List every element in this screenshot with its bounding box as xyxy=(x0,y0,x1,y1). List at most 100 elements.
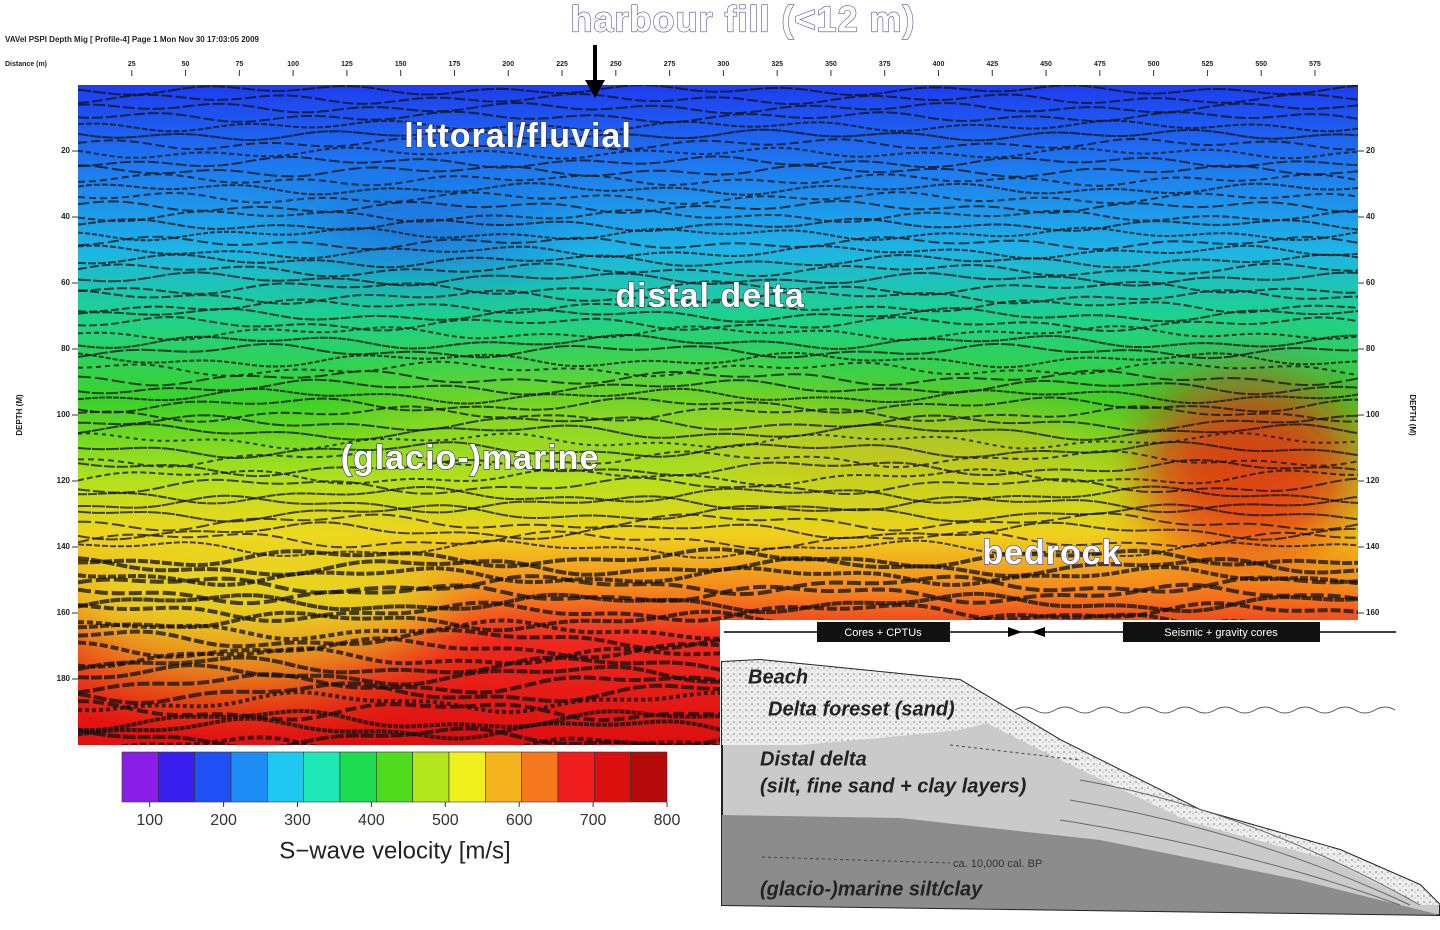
distance-tick-label: 275 xyxy=(664,61,676,68)
distance-tick-label: 425 xyxy=(986,61,998,68)
marine-schematic-label: (glacio-)marine silt/clay xyxy=(760,878,983,900)
marine-label: (glacio-)marine xyxy=(341,439,600,477)
depth-tick-label: 160 xyxy=(57,608,71,617)
reflector xyxy=(78,235,1358,251)
colorbar-tick-label: 700 xyxy=(580,812,607,829)
reflector xyxy=(78,155,1358,169)
reflector xyxy=(78,217,1358,233)
beach-label: Beach xyxy=(748,666,808,688)
reflector xyxy=(78,547,1358,569)
reflector xyxy=(78,119,1358,133)
depth-label-right: DEPTH (M) xyxy=(1408,394,1417,436)
reflector xyxy=(78,173,1358,187)
depth-tick-label: 120 xyxy=(1366,476,1380,485)
distance-tick-label: 375 xyxy=(879,61,891,68)
distance-tick-label: 150 xyxy=(395,61,407,68)
reflector xyxy=(78,253,1358,269)
reflector xyxy=(78,414,1358,432)
depth-tick-label: 140 xyxy=(57,542,71,551)
distance-tick-label: 575 xyxy=(1309,61,1321,68)
reflector xyxy=(78,342,1358,360)
depth-tick-label: 180 xyxy=(57,674,71,683)
colorbar-bin xyxy=(158,751,195,803)
distance-tick-label: 475 xyxy=(1094,61,1106,68)
reflector xyxy=(78,476,1358,496)
depth-tick-label: 100 xyxy=(57,410,71,419)
seismic-section xyxy=(78,85,1358,745)
depth-label-left: DEPTH (M) xyxy=(15,394,24,436)
reflector xyxy=(78,137,1358,151)
depth-tick-label: 80 xyxy=(61,344,70,353)
reflector xyxy=(78,182,1358,196)
depth-tick-label: 60 xyxy=(61,278,70,287)
reflector xyxy=(78,450,1358,469)
colorbar-tick-label: 600 xyxy=(506,812,533,829)
reflector xyxy=(78,110,1358,124)
colorbar-bin xyxy=(630,751,668,803)
depth-tick-label: 140 xyxy=(1366,542,1380,551)
reflector xyxy=(78,85,1358,97)
harbour-fill-label: harbour fill (<12 m) xyxy=(570,0,915,40)
distance-tick-label: 200 xyxy=(502,61,514,68)
reflector xyxy=(78,244,1358,260)
colorbar-tick-label: 800 xyxy=(654,812,681,829)
colorbar-bin xyxy=(448,751,486,803)
depth-tick-label: 40 xyxy=(61,212,70,221)
distance-tick-label: 550 xyxy=(1255,61,1267,68)
colorbar-bin xyxy=(194,751,232,803)
reflector xyxy=(78,582,1358,606)
reflector xyxy=(78,280,1358,296)
reflector xyxy=(78,271,1358,287)
distance-tick-label: 400 xyxy=(933,61,945,68)
reflector xyxy=(78,539,1358,559)
distance-tick-label: 500 xyxy=(1148,61,1160,68)
depth-tick-label: 60 xyxy=(1366,278,1375,287)
reflector xyxy=(78,289,1358,305)
reflector xyxy=(78,360,1358,378)
reflector xyxy=(78,146,1358,160)
reflector xyxy=(78,396,1358,414)
distance-tick-label: 100 xyxy=(287,61,299,68)
bedrock-label: bedrock xyxy=(982,534,1121,572)
reflector xyxy=(78,521,1358,541)
reflector xyxy=(78,333,1358,350)
colorbar-bin xyxy=(303,751,341,803)
depth-tick-label: 80 xyxy=(1366,344,1375,353)
reflector xyxy=(78,503,1358,523)
age-label: ca. 10,000 cal. BP xyxy=(953,858,1042,870)
distance-tick-label: 350 xyxy=(825,61,837,68)
colorbar-bin xyxy=(485,751,522,803)
colorbar-label: S−wave velocity [m/s] xyxy=(279,837,510,864)
reflector xyxy=(78,128,1358,142)
distance-tick-label: 175 xyxy=(449,61,461,68)
depth-tick-label: 160 xyxy=(1366,608,1380,617)
reflector xyxy=(78,351,1358,369)
reflector xyxy=(78,512,1358,532)
reflector xyxy=(78,307,1358,323)
reflector xyxy=(78,92,1358,106)
reflector xyxy=(78,530,1358,550)
distance-tick-label: 50 xyxy=(182,61,190,68)
seismic-label: Seismic + gravity cores xyxy=(1164,627,1278,639)
reflector xyxy=(78,440,1358,460)
reflector xyxy=(78,226,1358,242)
colorbar-tick-label: 200 xyxy=(210,812,237,829)
colorbar-tick-label: 300 xyxy=(284,812,311,829)
colorbar-tick-label: 100 xyxy=(136,812,163,829)
schematic: Cores + CPTUs Seismic + gravity cores Be… xyxy=(720,620,1440,930)
reflector xyxy=(78,298,1358,314)
reflector xyxy=(78,191,1358,205)
reflector xyxy=(78,387,1358,405)
reflector xyxy=(78,423,1358,441)
colorbar-bin xyxy=(121,751,159,803)
distance-label: Distance (m) xyxy=(5,61,47,68)
reflector xyxy=(78,325,1358,342)
reflector xyxy=(78,591,1358,615)
foreset-label: Delta foreset (sand) xyxy=(768,698,955,720)
reflector xyxy=(78,164,1358,178)
depth-tick-label: 120 xyxy=(57,476,71,485)
distal-label: distal delta xyxy=(615,277,805,315)
arrow-head xyxy=(585,80,605,98)
